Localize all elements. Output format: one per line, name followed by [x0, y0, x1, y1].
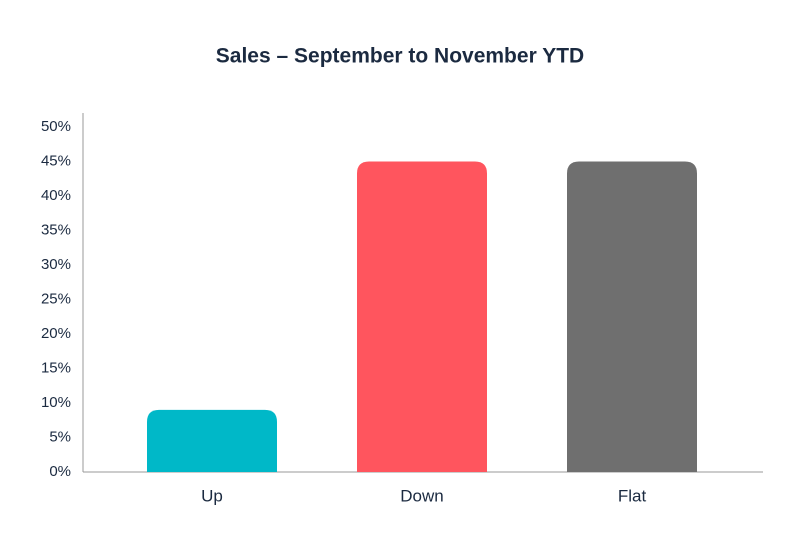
chart-title: Sales – September to November YTD — [216, 45, 584, 68]
bar — [357, 161, 487, 472]
y-tick-label: 45% — [41, 152, 71, 169]
y-tick-label: 15% — [41, 359, 71, 376]
y-tick-label: 30% — [41, 256, 71, 273]
y-tick-label: 35% — [41, 221, 71, 238]
y-tick-label: 20% — [41, 325, 71, 342]
x-tick-label: Flat — [618, 486, 647, 505]
y-tick-label: 40% — [41, 187, 71, 204]
y-tick-label: 50% — [41, 118, 71, 135]
bar — [567, 161, 697, 472]
y-tick-label: 25% — [41, 290, 71, 307]
y-tick-label: 0% — [49, 463, 71, 480]
bar — [147, 409, 277, 472]
y-tick-label: 10% — [41, 394, 71, 411]
y-tick-label: 5% — [49, 428, 71, 445]
x-tick-label: Down — [400, 486, 443, 505]
x-tick-label: Up — [201, 486, 223, 505]
